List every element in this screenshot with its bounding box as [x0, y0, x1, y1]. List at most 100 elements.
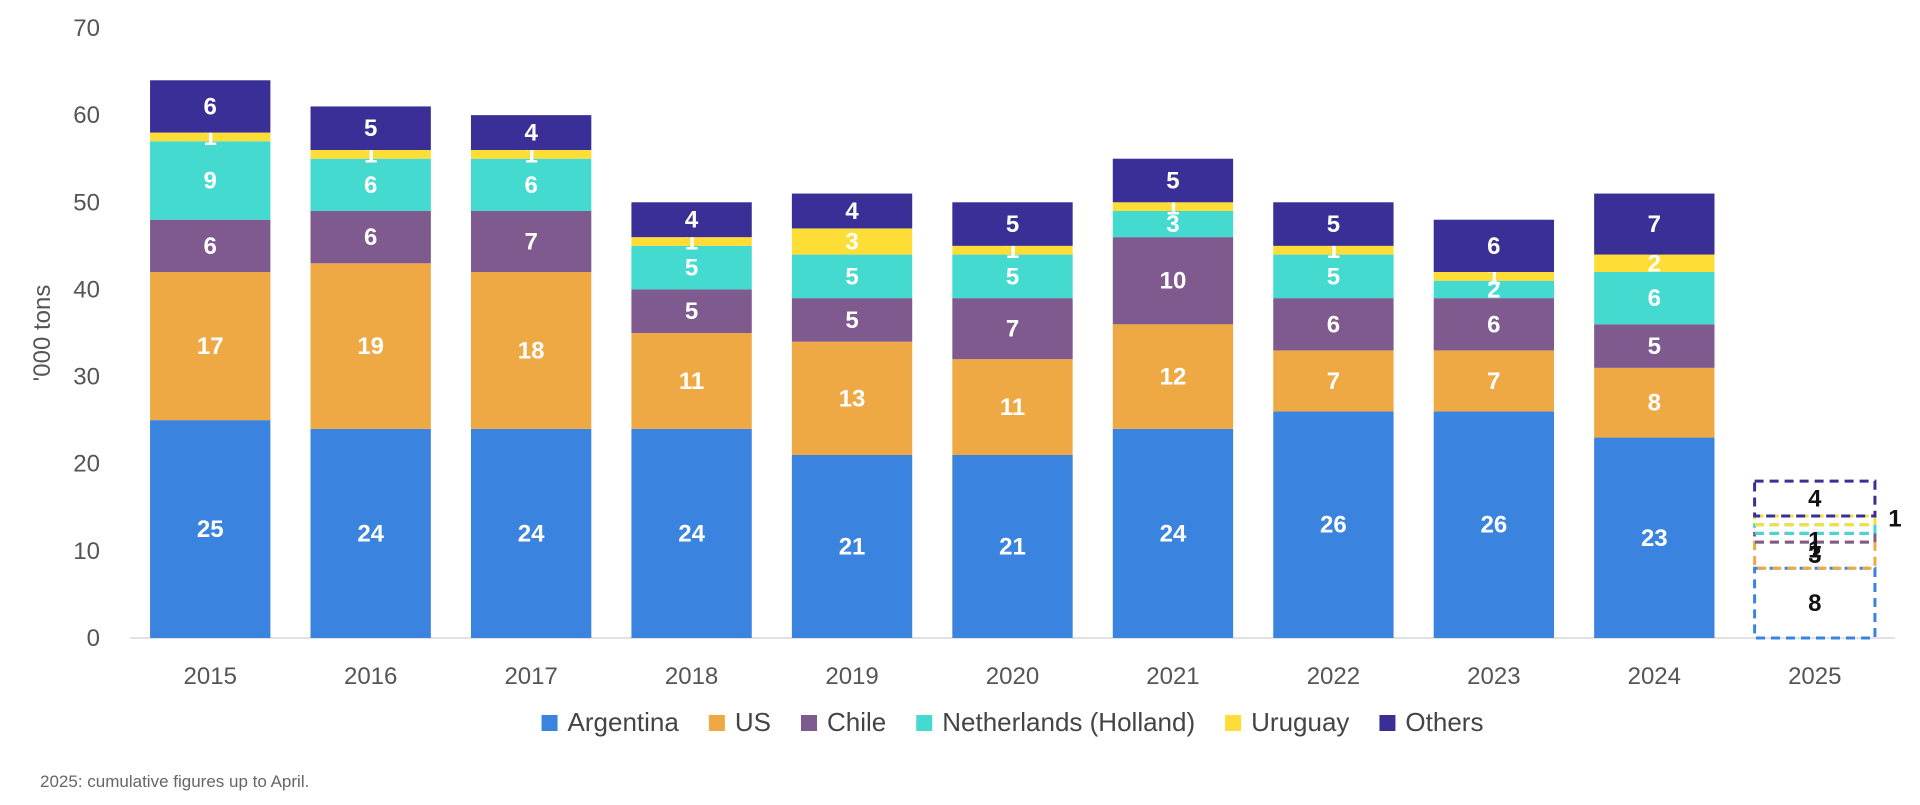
x-tick-label: 2015 — [184, 663, 237, 690]
bar-segment-netherlands-holland-2018 — [631, 245, 752, 290]
data-label: 1 — [1888, 505, 1901, 532]
x-tick-label: 2017 — [504, 663, 557, 690]
bar-segment-us-2025 — [1753, 540, 1877, 570]
data-label: 25 — [197, 516, 224, 543]
legend-label: Chile — [827, 707, 886, 737]
data-label: 6 — [364, 172, 377, 199]
bar-segment-us-2019 — [791, 341, 913, 455]
legend-label: US — [735, 707, 771, 737]
bar-segment-us-2024 — [1594, 367, 1715, 438]
data-label: 6 — [1327, 311, 1340, 338]
data-label: 5 — [1327, 263, 1340, 290]
data-label: 24 — [518, 520, 545, 547]
y-tick-label: 20 — [73, 451, 100, 478]
bar-segment-others-2025 — [1753, 479, 1877, 518]
data-label: 9 — [204, 168, 217, 195]
data-label: 12 — [1160, 364, 1187, 391]
legend-swatch — [1225, 715, 1242, 731]
y-axis-title-group: '000 tons — [29, 285, 56, 382]
data-label: 6 — [204, 233, 217, 260]
data-label: 5 — [685, 298, 698, 325]
legend: Argentina US Chile Netherlands (Holland) Uru… — [541, 707, 1483, 737]
x-tick-label: 2022 — [1307, 663, 1360, 690]
bar-segment-chile-2019 — [791, 298, 913, 342]
data-label: 4 — [845, 198, 859, 225]
bar-segment-netherlands-holland-2023 — [1433, 280, 1555, 299]
bar-segment-us-2016 — [310, 263, 431, 429]
legend-item-uruguay: Uruguay — [1225, 707, 1349, 737]
bar-segment-uruguay-2016 — [310, 150, 431, 159]
bar-segment-others-2016 — [310, 106, 431, 150]
x-tick-label: 2019 — [825, 663, 878, 690]
x-tick-label: 2018 — [665, 663, 718, 690]
bar-segment-argentina-2021 — [1112, 428, 1234, 638]
data-label: 19 — [357, 333, 384, 360]
data-label: 3 — [845, 229, 858, 256]
data-label: 2 — [1487, 276, 1500, 303]
bar-segment-others-2015 — [150, 80, 271, 133]
bar-segment-argentina-2023 — [1433, 411, 1555, 638]
data-label: 21 — [999, 534, 1026, 561]
data-label: 5 — [685, 255, 698, 282]
data-label: 23 — [1641, 525, 1668, 552]
legend-label: Uruguay — [1251, 707, 1349, 737]
data-label: 3 — [1166, 211, 1179, 238]
bar-segment-argentina-2015 — [150, 420, 271, 638]
data-label: 24 — [678, 520, 705, 547]
y-tick-label: 0 — [87, 625, 100, 652]
data-label: 18 — [518, 337, 545, 364]
data-label: 6 — [524, 172, 537, 199]
data-label: 1 — [1808, 528, 1821, 555]
bar-segment-argentina-2025 — [1753, 566, 1877, 640]
bar-segment-others-2022 — [1273, 202, 1394, 246]
bar-segment-argentina-2024 — [1594, 437, 1715, 638]
bar-segment-others-2023 — [1433, 219, 1555, 272]
data-label: 5 — [1327, 211, 1340, 238]
data-label: 5 — [845, 307, 858, 334]
bar-segment-us-2020 — [952, 359, 1073, 455]
bar-segment-us-2023 — [1433, 350, 1555, 412]
bar-segment-us-2021 — [1112, 324, 1234, 429]
bar-segment-netherlands-holland-2022 — [1273, 254, 1394, 299]
data-label: 13 — [839, 385, 866, 412]
bar-segment-netherlands-holland-2024 — [1594, 272, 1715, 325]
bar-segment-chile-2024 — [1594, 324, 1715, 368]
y-tick-label: 40 — [73, 276, 100, 303]
x-tick-label: 2024 — [1628, 663, 1681, 690]
legend-label: Others — [1405, 707, 1483, 737]
data-label: 10 — [1160, 268, 1187, 295]
data-label: 6 — [364, 224, 377, 251]
bar-segment-uruguay-2018 — [631, 237, 752, 246]
bar-segment-uruguay-2024 — [1594, 254, 1715, 272]
legend-item-netherlands-holland: Netherlands (Holland) — [916, 707, 1195, 737]
data-label: 6 — [1487, 311, 1500, 338]
bar-segment-uruguay-2020 — [952, 245, 1073, 255]
y-tick-label: 70 — [73, 15, 100, 42]
legend-swatch — [916, 715, 933, 731]
bar-segment-argentina-2016 — [310, 428, 431, 638]
bar-segment-uruguay-2023 — [1433, 272, 1555, 281]
data-label: 5 — [1166, 168, 1179, 195]
data-label: 7 — [1327, 368, 1340, 395]
bar-segment-others-2024 — [1594, 193, 1715, 255]
bar-segment-chile-2015 — [150, 219, 271, 272]
data-label: 7 — [1006, 316, 1019, 343]
bar-segment-us-2017 — [470, 272, 592, 429]
bar-segment-chile-2025 — [1753, 531, 1877, 544]
footnote: 2025: cumulative figures up to April. — [40, 772, 310, 791]
data-label: 1 — [1808, 536, 1821, 563]
data-label: 6 — [1648, 285, 1661, 312]
y-tick-label: 30 — [73, 364, 100, 391]
legend-label: Argentina — [568, 707, 680, 737]
bar-segment-argentina-2019 — [791, 455, 913, 638]
bar-segment-others-2017 — [470, 115, 592, 150]
bar-segment-chile-2023 — [1433, 298, 1555, 351]
bars: 2517691624196615241876142411551421135534… — [150, 80, 1902, 640]
y-tick-label: 60 — [73, 102, 100, 129]
bar-segment-netherlands-holland-2021 — [1112, 211, 1234, 238]
